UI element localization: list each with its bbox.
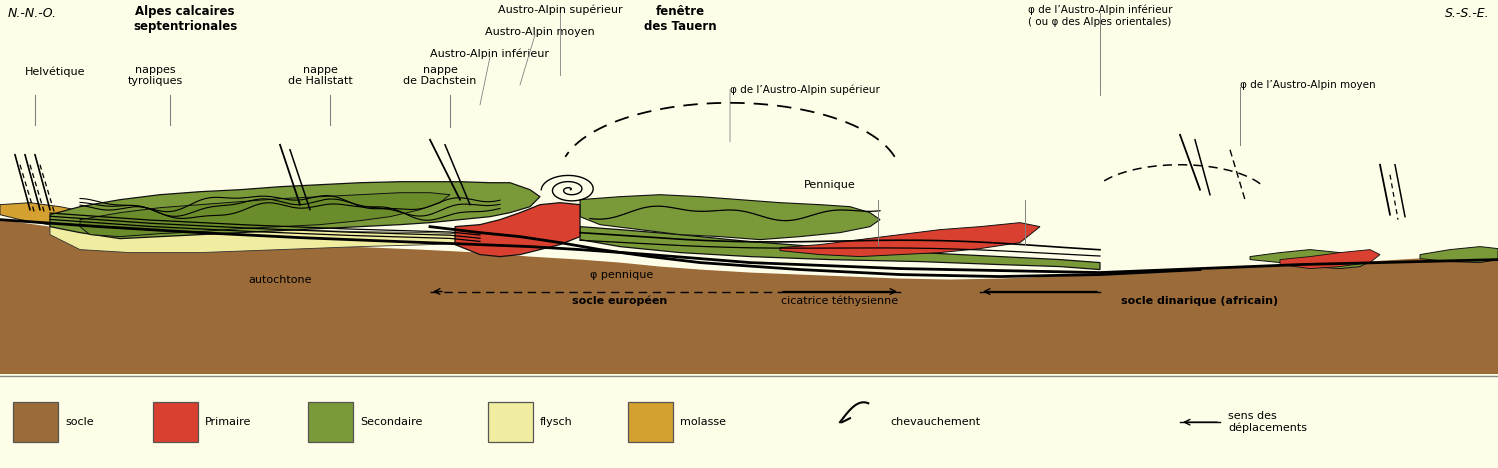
Text: φ de l’Austro-Alpin inférieur
( ou φ des Alpes orientales): φ de l’Austro-Alpin inférieur ( ou φ des… — [1028, 5, 1173, 27]
Polygon shape — [49, 223, 500, 253]
Text: S.-S.-E.: S.-S.-E. — [1446, 7, 1491, 20]
Polygon shape — [1249, 249, 1371, 269]
Bar — [13, 402, 58, 442]
Text: socle dinarique (africain): socle dinarique (africain) — [1122, 295, 1279, 306]
Text: socle: socle — [64, 417, 93, 427]
Text: flysch: flysch — [539, 417, 572, 427]
Text: φ de l’Austro-Alpin moyen: φ de l’Austro-Alpin moyen — [1240, 80, 1375, 90]
Text: autochtone: autochtone — [249, 275, 312, 285]
Text: Primaire: Primaire — [205, 417, 252, 427]
Text: Austro-Alpin moyen: Austro-Alpin moyen — [485, 27, 595, 37]
Text: N.-N.-O.: N.-N.-O. — [7, 7, 57, 20]
Bar — [628, 402, 673, 442]
Bar — [153, 402, 198, 442]
Text: socle européen: socle européen — [572, 295, 668, 306]
Polygon shape — [0, 219, 1498, 374]
Text: φ pennique: φ pennique — [590, 270, 653, 279]
Text: Alpes calcaires
septentrionales: Alpes calcaires septentrionales — [133, 5, 237, 33]
Polygon shape — [580, 227, 1100, 270]
Polygon shape — [0, 203, 120, 227]
Text: Secondaire: Secondaire — [360, 417, 422, 427]
Text: molasse: molasse — [680, 417, 727, 427]
Text: Helvétique: Helvétique — [25, 67, 85, 77]
Polygon shape — [1279, 249, 1380, 269]
Text: nappe
de Hallstatt: nappe de Hallstatt — [288, 65, 352, 87]
Text: fenêtre
des Tauern: fenêtre des Tauern — [644, 5, 716, 33]
Bar — [488, 402, 533, 442]
Polygon shape — [580, 195, 879, 240]
Text: sens des
déplacements: sens des déplacements — [1228, 411, 1306, 433]
Text: nappes
tyroliques: nappes tyroliques — [127, 65, 183, 87]
Polygon shape — [0, 255, 1498, 374]
Text: cicatrice téthysienne: cicatrice téthysienne — [782, 295, 899, 306]
Polygon shape — [780, 223, 1040, 256]
Polygon shape — [79, 193, 449, 237]
Text: Austro-Alpin inférieur: Austro-Alpin inférieur — [430, 49, 550, 59]
Polygon shape — [1420, 247, 1498, 263]
Text: φ de l’Austro-Alpin supérieur: φ de l’Austro-Alpin supérieur — [730, 85, 879, 95]
Text: chevauchement: chevauchement — [890, 417, 980, 427]
Polygon shape — [455, 203, 580, 256]
Bar — [309, 402, 354, 442]
Polygon shape — [49, 182, 539, 239]
Text: Austro-Alpin supérieur: Austro-Alpin supérieur — [497, 5, 622, 15]
Text: Pennique: Pennique — [804, 180, 855, 190]
Text: nappe
de Dachstein: nappe de Dachstein — [403, 65, 476, 87]
